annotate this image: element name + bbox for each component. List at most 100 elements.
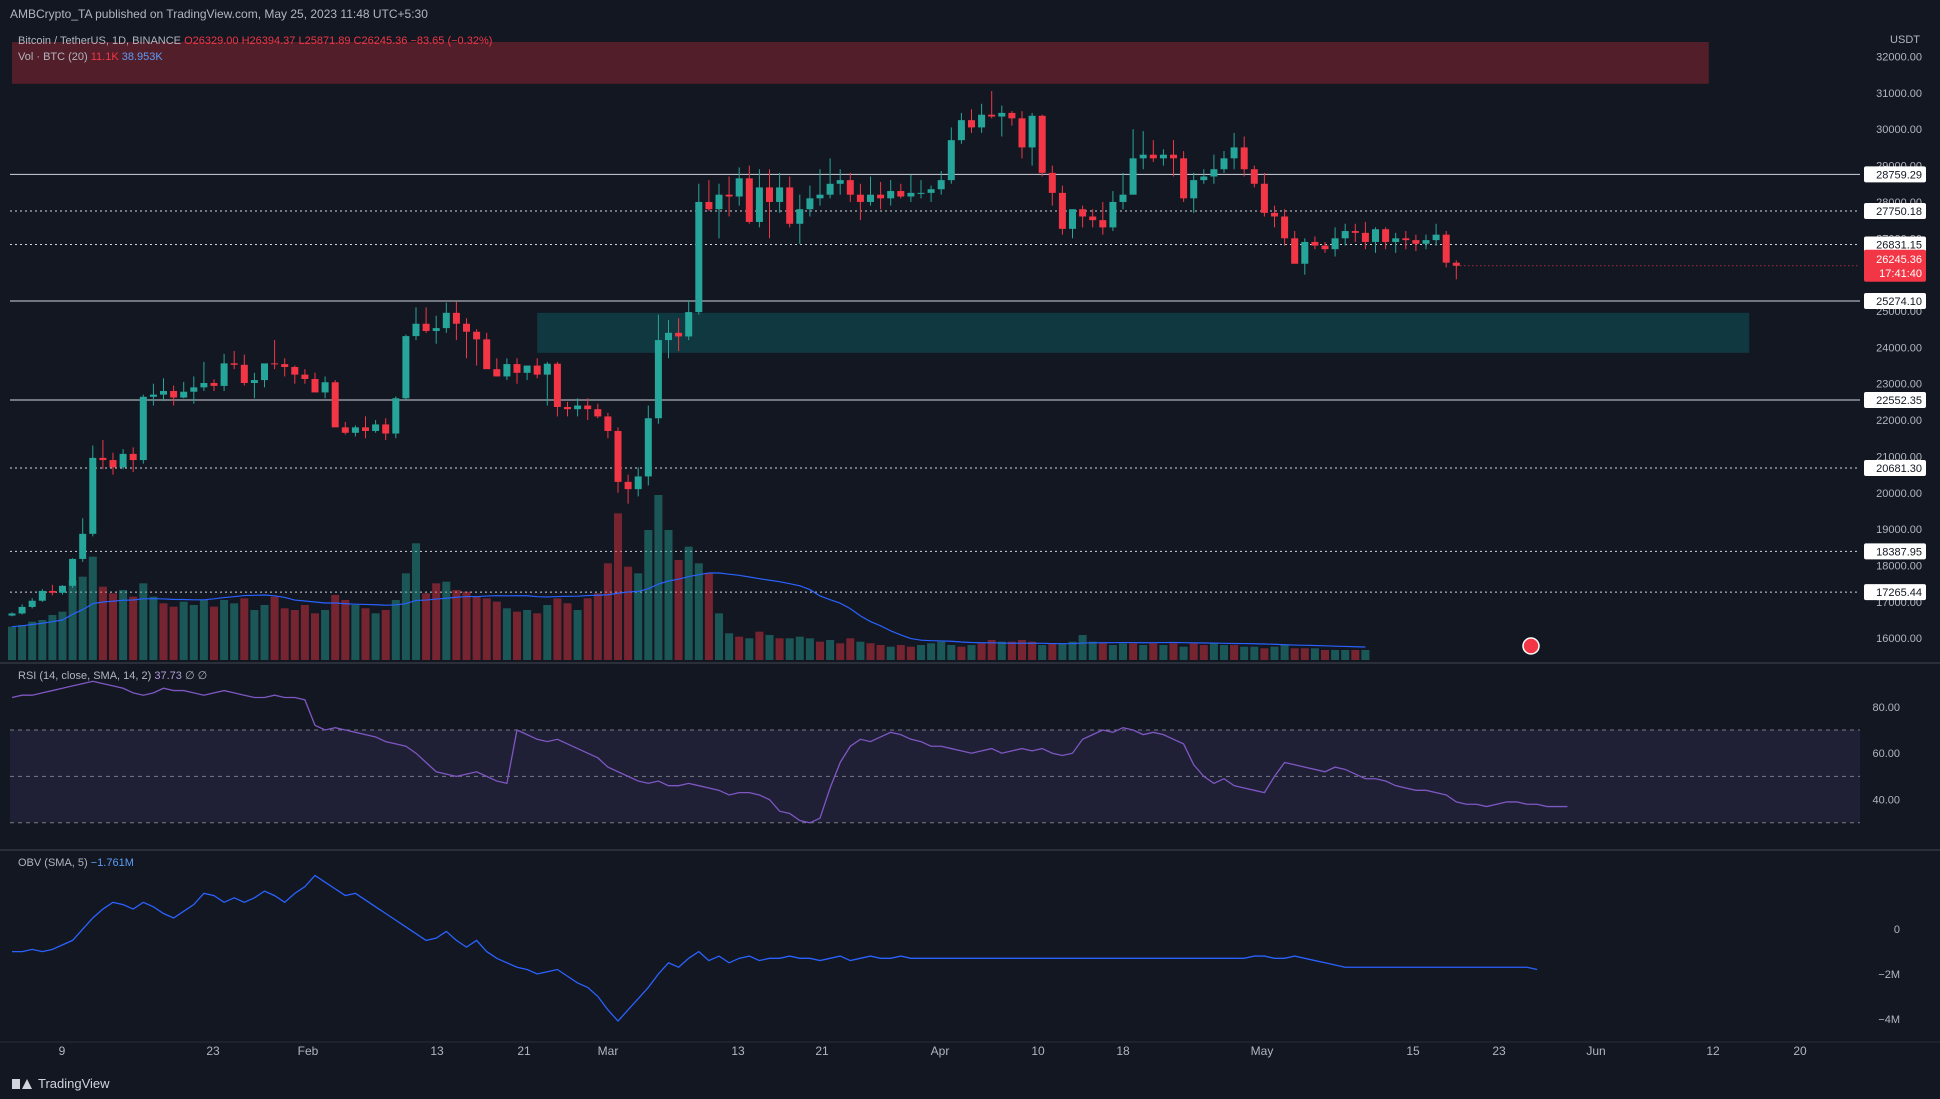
date-tick-label: 15 <box>1406 1044 1420 1058</box>
candle-body <box>1311 241 1319 246</box>
obv-tick-label: −2M <box>1878 969 1900 981</box>
candle-body <box>442 312 450 329</box>
obv-line <box>12 874 1538 1023</box>
volume-bar <box>1230 645 1239 660</box>
candle-body <box>1220 158 1228 170</box>
date-tick-label: 13 <box>731 1044 745 1058</box>
price-tick-label: 23000.00 <box>1876 379 1922 391</box>
volume-bar <box>644 530 653 660</box>
volume-bar <box>684 546 693 660</box>
volume-bar <box>563 603 572 660</box>
volume-bar <box>462 591 471 660</box>
volume-bar <box>513 611 521 660</box>
volume-bar <box>321 610 330 660</box>
volume-bar <box>755 631 764 660</box>
candle-body <box>473 331 481 340</box>
volume-bar <box>1260 648 1269 660</box>
candle-body <box>735 178 743 197</box>
candle-body <box>685 312 693 337</box>
volume-bar <box>351 605 360 660</box>
volume-bar <box>1098 643 1107 660</box>
obv-label[interactable]: OBV (SMA, 5) <box>18 857 88 869</box>
candle-body <box>69 558 77 586</box>
volume-bar <box>674 560 683 660</box>
candle-body <box>99 457 107 461</box>
tradingview-logo-icon <box>12 1077 32 1091</box>
volume-bar <box>664 530 673 660</box>
volume-bar <box>250 610 259 660</box>
volume-bar <box>18 625 27 660</box>
candle-body <box>1119 194 1127 202</box>
candle-body <box>1230 147 1238 159</box>
volume-bar <box>987 640 996 660</box>
volume-bar <box>1300 648 1309 660</box>
candle-body <box>271 363 279 365</box>
candle-body <box>1149 154 1157 159</box>
level-label-bg <box>1864 391 1926 408</box>
rsi-label[interactable]: RSI (14, close, SMA, 14, 2) <box>18 670 152 682</box>
candle-body <box>422 323 430 332</box>
volume-bar <box>1078 635 1087 660</box>
candle-body <box>856 194 864 202</box>
volume-bar <box>28 621 37 660</box>
volume-bar <box>906 646 915 660</box>
volume-bar <box>775 638 784 660</box>
candle-body <box>48 590 56 593</box>
volume-bar <box>270 596 279 660</box>
symbol-name[interactable]: Bitcoin / TetherUS, 1D, BINANCE <box>18 35 182 47</box>
tradingview-brand[interactable]: TradingView <box>12 1076 110 1091</box>
candle-body <box>1190 180 1198 199</box>
price-tick-label: 32000.00 <box>1876 52 1922 64</box>
candle-body <box>776 187 784 202</box>
candle-body <box>1382 229 1390 242</box>
candle-body <box>1392 238 1400 242</box>
candle-body <box>1240 147 1248 170</box>
date-tick-label: 10 <box>1031 1044 1045 1058</box>
volume-bar <box>826 640 835 660</box>
candle-body <box>1281 216 1289 239</box>
volume-bar <box>290 610 299 660</box>
volume-bar <box>88 556 97 660</box>
volume-bar <box>1250 646 1259 660</box>
candle-body <box>351 427 359 433</box>
volume-bar <box>614 513 622 660</box>
date-tick-label: 18 <box>1116 1044 1130 1058</box>
volume-bar <box>1270 646 1279 660</box>
volume-bar <box>179 601 188 660</box>
candle-body <box>1412 240 1420 244</box>
price-tick-label: 31000.00 <box>1876 88 1922 100</box>
ohlc-close: C26245.36 <box>353 35 408 47</box>
candle-body <box>109 460 117 468</box>
volume-bar <box>361 608 370 660</box>
candle-body <box>180 391 188 398</box>
candle-body <box>1301 241 1309 264</box>
date-tick-label: Apr <box>931 1044 950 1058</box>
candle-body <box>806 198 814 210</box>
level-label: 28759.29 <box>1876 169 1922 181</box>
ohlc-open: O26329.00 <box>184 35 239 47</box>
volume-bar <box>381 610 390 660</box>
candle-body <box>1159 154 1167 159</box>
candle-body <box>160 390 167 395</box>
candle-body <box>897 191 905 197</box>
volume-bar <box>1220 645 1228 660</box>
candle-body <box>574 405 582 410</box>
volume-bar <box>836 643 845 660</box>
volume-bar <box>634 573 643 660</box>
candle-body <box>1008 112 1016 119</box>
candle-body <box>18 606 26 614</box>
volume-bar <box>482 598 491 660</box>
volume-bar <box>1209 643 1218 660</box>
volume-bar <box>715 613 723 660</box>
candle-body <box>1452 262 1460 266</box>
candle-body <box>1089 216 1097 221</box>
demand-zone <box>537 312 1750 353</box>
candle-body <box>382 424 390 434</box>
ohlc-low: L25871.89 <box>298 35 351 47</box>
volume-bar <box>502 608 511 660</box>
volume-bar <box>300 605 309 660</box>
volume-bar <box>210 606 218 660</box>
volume-label[interactable]: Vol · BTC (20) <box>18 51 88 63</box>
candle-body <box>957 120 965 141</box>
